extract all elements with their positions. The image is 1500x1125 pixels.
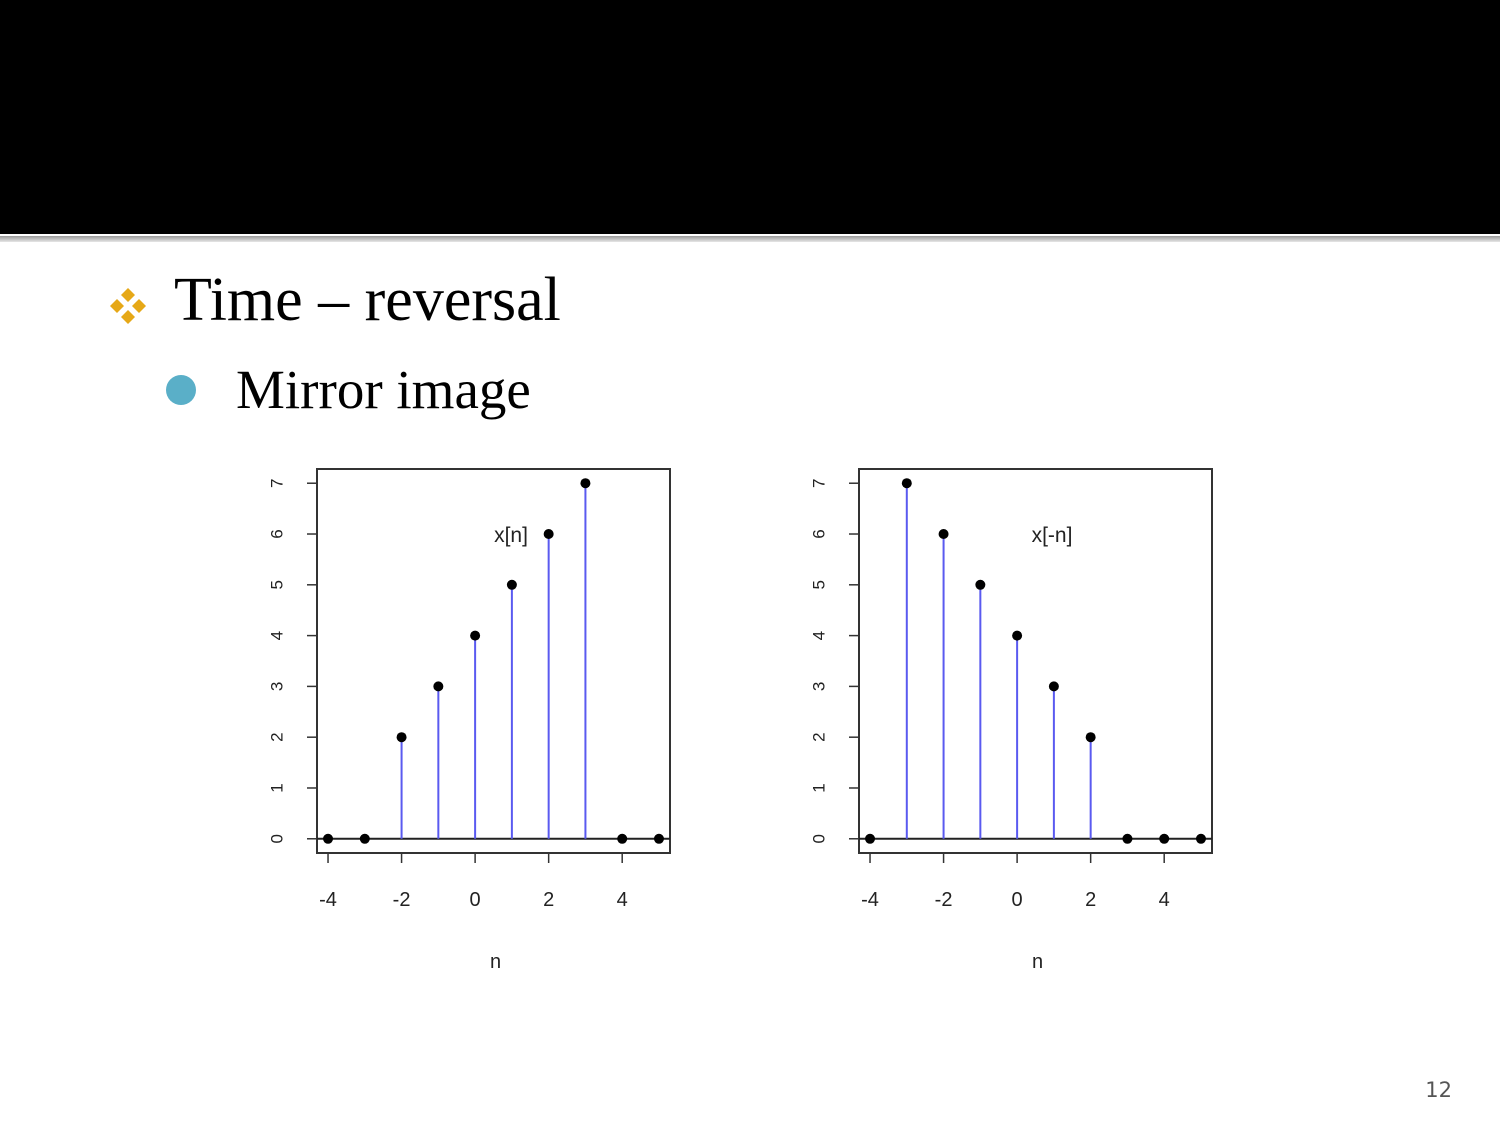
stem-marker [543,529,554,540]
y-tick-label: 7 [810,478,829,487]
x-tick-label: 0 [1012,889,1023,911]
stem-marker [1048,681,1059,692]
plot-frame [858,468,1213,854]
stem-marker [433,681,444,692]
y-tick-label: 3 [810,682,829,691]
x-axis-label: n [1032,951,1043,973]
y-tick-label: 0 [810,834,829,843]
x-tick-label: 4 [617,889,628,911]
x-tick-label: -4 [861,889,879,911]
stem-marker [323,833,334,844]
series-annotation: x[-n] [1032,524,1073,547]
y-tick-label: 4 [810,631,829,640]
slide-number: 12 [1425,1078,1452,1102]
stem-marker [580,478,591,489]
x-tick-label: -2 [935,889,953,911]
x-tick-label: -2 [393,889,411,911]
y-tick-label: 4 [268,631,287,640]
x-tick-label: 2 [1085,889,1096,911]
stem-marker [1195,833,1206,844]
y-tick-label: 6 [810,529,829,538]
series-annotation: x[n] [494,524,528,547]
y-tick-label: 3 [268,682,287,691]
circle-bullet-icon [166,375,196,405]
y-tick-label: 7 [268,478,287,487]
y-tick-label: 1 [268,783,287,792]
plot-frame [316,468,671,854]
stem-marker [470,630,481,641]
diamond-bullet-icon [110,288,146,324]
stem-marker [1012,630,1023,641]
chart-x-n: 0 1 2 3 4 5 6 7 -4 -2 0 2 4 n x[n] [250,440,690,1000]
stem-marker [359,833,370,844]
y-tick-label: 1 [810,783,829,792]
y-tick-label: 2 [268,732,287,741]
stem-marker [901,478,912,489]
bullet-time-reversal: Time – reversal [174,266,561,334]
y-tick-label: 5 [268,580,287,589]
title-divider [0,236,1500,242]
y-tick-label: 0 [268,834,287,843]
y-tick-label: 2 [810,732,829,741]
stem-marker [653,833,664,844]
stem-marker [396,732,407,743]
x-tick-label: 0 [470,889,481,911]
stem-plot-x-n: 0 1 2 3 4 5 6 7 -4 -2 0 2 4 n x[n] [268,468,671,973]
x-tick-label: -4 [319,889,337,911]
stem-marker [1159,833,1170,844]
stem-marker [938,529,949,540]
stem-marker [617,833,628,844]
stem-marker [506,579,517,590]
stem-plot-x-minus-n: 0 1 2 3 4 5 6 7 -4 -2 0 2 4 n x[-n] [810,468,1213,973]
stem-marker [865,833,876,844]
x-tick-label: 2 [543,889,554,911]
x-axis-label: n [490,951,501,973]
title-bar [0,0,1500,234]
stem-marker [1085,732,1096,743]
y-tick-label: 5 [810,580,829,589]
x-tick-label: 4 [1159,889,1170,911]
y-tick-label: 6 [268,529,287,538]
bullet-mirror-image: Mirror image [236,359,531,420]
chart-x-minus-n: 0 1 2 3 4 5 6 7 -4 -2 0 2 4 n x[-n] [792,440,1232,1000]
stem-marker [975,579,986,590]
stem-marker [1122,833,1133,844]
